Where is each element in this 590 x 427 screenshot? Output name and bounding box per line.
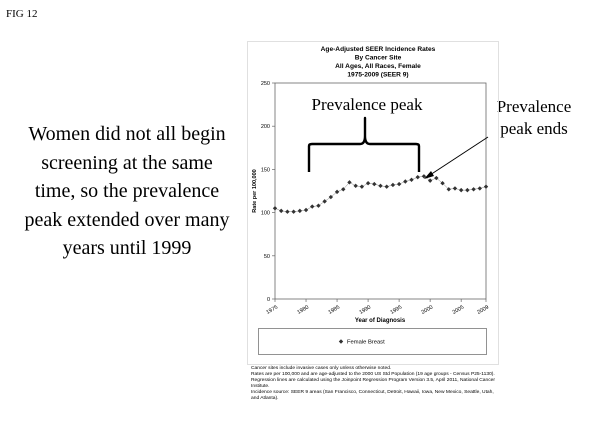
arrow-head-icon <box>424 171 434 179</box>
y-tick-label: 100 <box>261 211 270 217</box>
data-point <box>409 177 414 182</box>
data-point <box>421 174 427 179</box>
y-tick-label: 150 <box>261 167 270 173</box>
data-point <box>458 187 464 193</box>
data-point <box>347 180 352 185</box>
chart-title-line: By Cancer Site <box>355 55 402 62</box>
prevalence-peak-ends-arrow <box>429 136 489 176</box>
data-point <box>378 183 383 189</box>
chart-footnotes: Cancer sites include invasive cases only… <box>251 366 501 403</box>
chart-title-line: All Ages, All Races, Female <box>335 63 421 70</box>
y-tick-label: 0 <box>267 297 270 303</box>
footnote-line: Incidence source: SEER 9 areas (San Fran… <box>251 390 494 402</box>
data-point <box>285 209 290 214</box>
data-point <box>465 187 470 193</box>
x-axis-label: Year of Diagnosis <box>355 318 406 324</box>
plot-area <box>274 82 487 300</box>
x-tick-label: 1975 <box>265 305 279 316</box>
data-point <box>365 181 371 186</box>
data-point <box>384 184 389 189</box>
prevalence-peak-ends-annotation: Prevalence peak ends <box>496 97 572 138</box>
y-axis-label: Rate per 100,000 <box>252 169 258 212</box>
data-point <box>403 179 408 184</box>
data-point <box>297 208 303 214</box>
figure-label: FIG 12 <box>6 8 38 20</box>
chart-title-line: 1975-2009 (SEER 9) <box>347 72 408 79</box>
data-point <box>483 184 489 189</box>
data-point <box>396 181 402 187</box>
data-point <box>328 194 334 200</box>
x-tick-label: 1985 <box>327 305 341 316</box>
data-point <box>310 204 315 209</box>
y-tick-label: 200 <box>261 124 270 130</box>
data-point <box>272 206 278 211</box>
x-tick-label: 2009 <box>476 305 490 316</box>
data-point <box>372 181 377 187</box>
data-point <box>446 187 451 192</box>
legend-box <box>258 328 487 355</box>
footnote-line: Rates are per 100,000 and are age-adjust… <box>251 372 496 390</box>
data-point <box>471 187 476 192</box>
series-line <box>274 176 487 212</box>
data-point <box>322 199 327 204</box>
x-tick-label: 2000 <box>421 305 435 316</box>
data-point <box>316 203 321 208</box>
data-point <box>359 184 365 189</box>
data-point <box>440 181 445 186</box>
prevalence-peak-brace <box>307 116 421 172</box>
data-point <box>334 189 340 195</box>
data-point <box>279 208 284 214</box>
footnote-line: Cancer sites include invasive cases only… <box>251 366 392 371</box>
data-point <box>390 182 396 188</box>
data-point <box>477 186 482 191</box>
data-point <box>415 174 420 180</box>
x-tick-label: 1995 <box>390 305 404 316</box>
data-point <box>434 175 439 181</box>
data-point <box>452 186 458 191</box>
data-point <box>303 207 309 213</box>
data-point <box>353 183 358 189</box>
explanation-text: Women did not all begin screening at the… <box>24 123 230 259</box>
x-tick-label: 1990 <box>358 305 372 316</box>
x-tick-label: 1980 <box>296 305 310 316</box>
x-tick-label: 2005 <box>452 305 466 316</box>
data-point <box>291 209 296 214</box>
data-point <box>427 178 433 183</box>
y-tick-label: 50 <box>264 254 270 260</box>
chart-title-line: Age-Adjusted SEER Incidence Rates <box>321 46 436 53</box>
legend-marker-icon <box>338 339 344 344</box>
data-point <box>341 187 346 192</box>
prevalence-peak-label: Prevalence peak <box>312 95 423 114</box>
y-tick-label: 250 <box>261 81 270 87</box>
chart-panel-frame <box>247 41 499 365</box>
legend-label: Female Breast <box>347 340 385 346</box>
